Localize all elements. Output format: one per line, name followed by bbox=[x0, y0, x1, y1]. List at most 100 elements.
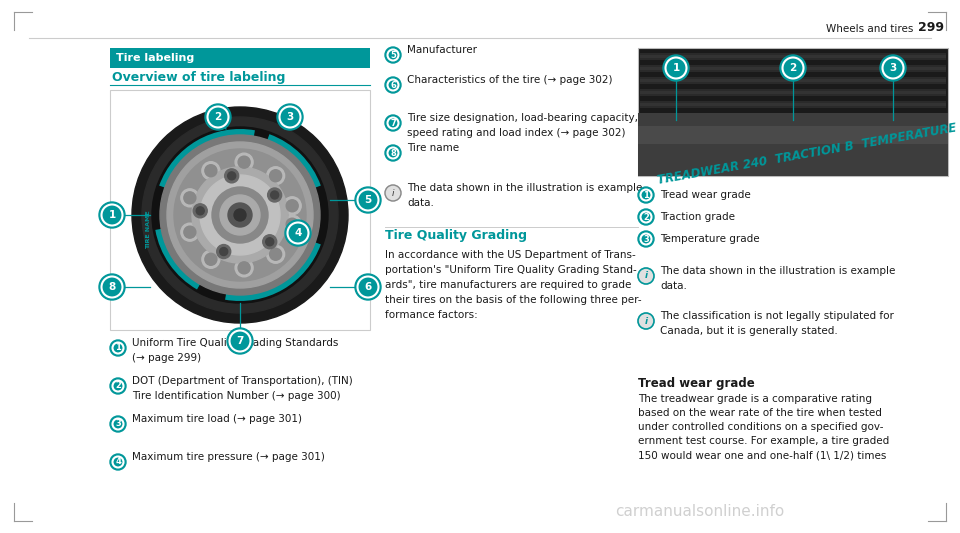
Circle shape bbox=[277, 104, 303, 130]
FancyBboxPatch shape bbox=[638, 113, 948, 176]
Circle shape bbox=[235, 153, 253, 171]
Circle shape bbox=[205, 104, 231, 130]
Text: 2: 2 bbox=[115, 382, 121, 391]
Circle shape bbox=[220, 195, 260, 235]
Circle shape bbox=[638, 187, 654, 203]
Circle shape bbox=[385, 185, 401, 201]
Circle shape bbox=[263, 235, 276, 249]
Circle shape bbox=[638, 313, 654, 329]
Text: 1: 1 bbox=[108, 210, 115, 220]
Text: DOT (Department of Transportation), (TIN): DOT (Department of Transportation), (TIN… bbox=[132, 376, 352, 386]
Circle shape bbox=[267, 245, 284, 263]
Text: 1: 1 bbox=[115, 343, 121, 352]
Text: data.: data. bbox=[660, 281, 686, 291]
Circle shape bbox=[202, 251, 220, 268]
Circle shape bbox=[283, 197, 301, 215]
Circle shape bbox=[283, 215, 301, 233]
Text: 7: 7 bbox=[236, 336, 244, 346]
Text: 6: 6 bbox=[365, 282, 372, 292]
Circle shape bbox=[99, 202, 125, 228]
FancyBboxPatch shape bbox=[640, 91, 946, 94]
Circle shape bbox=[204, 165, 217, 177]
Text: formance factors:: formance factors: bbox=[385, 310, 478, 320]
Text: 3: 3 bbox=[643, 235, 649, 244]
Text: Tire Identification Number (→ page 300): Tire Identification Number (→ page 300) bbox=[132, 391, 341, 401]
Circle shape bbox=[238, 156, 251, 168]
Circle shape bbox=[355, 187, 381, 213]
Circle shape bbox=[110, 378, 126, 394]
FancyBboxPatch shape bbox=[640, 89, 946, 96]
Circle shape bbox=[266, 238, 274, 246]
Circle shape bbox=[184, 226, 196, 238]
Text: In accordance with the US Department of Trans-: In accordance with the US Department of … bbox=[385, 250, 636, 260]
Circle shape bbox=[638, 268, 654, 284]
FancyBboxPatch shape bbox=[640, 103, 946, 106]
Text: Temperature grade: Temperature grade bbox=[660, 234, 759, 244]
FancyBboxPatch shape bbox=[638, 48, 948, 176]
FancyBboxPatch shape bbox=[640, 79, 946, 82]
Text: 5: 5 bbox=[390, 51, 396, 60]
Text: TIRE NAME: TIRE NAME bbox=[147, 211, 152, 249]
Circle shape bbox=[110, 454, 126, 470]
Circle shape bbox=[780, 55, 806, 81]
Text: 2: 2 bbox=[789, 63, 797, 73]
Wedge shape bbox=[267, 134, 321, 188]
Circle shape bbox=[180, 189, 199, 207]
Circle shape bbox=[132, 107, 348, 323]
Text: TREADWEAR 240  TRACTION B  TEMPERATURE A: TREADWEAR 240 TRACTION B TEMPERATURE A bbox=[656, 119, 960, 187]
Circle shape bbox=[152, 127, 328, 303]
Text: portation's "Uniform Tire Quality Grading Stand-: portation's "Uniform Tire Quality Gradin… bbox=[385, 265, 636, 275]
Text: 5: 5 bbox=[365, 195, 372, 205]
Circle shape bbox=[228, 203, 252, 227]
Text: 7: 7 bbox=[390, 118, 396, 127]
FancyBboxPatch shape bbox=[640, 55, 946, 58]
Wedge shape bbox=[225, 241, 321, 301]
Circle shape bbox=[204, 253, 217, 265]
Text: 8: 8 bbox=[390, 149, 396, 157]
Circle shape bbox=[286, 218, 299, 230]
Text: Tire labeling: Tire labeling bbox=[116, 53, 194, 63]
Circle shape bbox=[174, 149, 306, 281]
Wedge shape bbox=[159, 129, 255, 188]
FancyBboxPatch shape bbox=[640, 101, 946, 108]
Wedge shape bbox=[156, 229, 201, 289]
Text: Wheels and tires: Wheels and tires bbox=[827, 24, 920, 34]
Text: their tires on the basis of the following three per-: their tires on the basis of the followin… bbox=[385, 295, 641, 305]
Text: Tire name: Tire name bbox=[407, 143, 459, 153]
Circle shape bbox=[355, 274, 381, 300]
Circle shape bbox=[880, 55, 906, 81]
Circle shape bbox=[235, 259, 253, 277]
Circle shape bbox=[285, 220, 311, 246]
Text: Maximum tire pressure (→ page 301): Maximum tire pressure (→ page 301) bbox=[132, 452, 324, 462]
Text: Manufacturer: Manufacturer bbox=[407, 45, 477, 55]
Circle shape bbox=[270, 248, 281, 260]
Circle shape bbox=[212, 187, 268, 243]
Text: Traction grade: Traction grade bbox=[660, 212, 735, 222]
Text: 3: 3 bbox=[286, 112, 294, 122]
Text: Uniform Tire Quality Grading Standards: Uniform Tire Quality Grading Standards bbox=[132, 338, 338, 348]
Text: 299: 299 bbox=[918, 21, 944, 34]
Circle shape bbox=[267, 167, 284, 185]
Circle shape bbox=[638, 209, 654, 225]
Circle shape bbox=[180, 223, 199, 241]
FancyBboxPatch shape bbox=[640, 77, 946, 84]
Circle shape bbox=[193, 204, 207, 218]
Circle shape bbox=[167, 142, 313, 288]
Circle shape bbox=[638, 231, 654, 247]
Circle shape bbox=[200, 175, 280, 255]
Circle shape bbox=[225, 169, 239, 183]
Text: Tire size designation, load-bearing capacity,: Tire size designation, load-bearing capa… bbox=[407, 113, 638, 123]
Text: ernment test course. For example, a tire graded: ernment test course. For example, a tire… bbox=[638, 436, 889, 446]
Circle shape bbox=[110, 416, 126, 432]
Text: 1: 1 bbox=[643, 190, 649, 199]
FancyBboxPatch shape bbox=[110, 48, 370, 68]
Text: Maximum tire load (→ page 301): Maximum tire load (→ page 301) bbox=[132, 414, 302, 424]
Text: data.: data. bbox=[407, 198, 434, 208]
Circle shape bbox=[234, 209, 246, 221]
Text: 8: 8 bbox=[108, 282, 115, 292]
Text: 4: 4 bbox=[295, 228, 301, 238]
Text: Tread wear grade: Tread wear grade bbox=[638, 377, 755, 391]
Text: (→ page 299): (→ page 299) bbox=[132, 353, 202, 363]
Text: ards", tire manufacturers are required to grade: ards", tire manufacturers are required t… bbox=[385, 280, 632, 290]
Text: 3: 3 bbox=[115, 419, 121, 429]
